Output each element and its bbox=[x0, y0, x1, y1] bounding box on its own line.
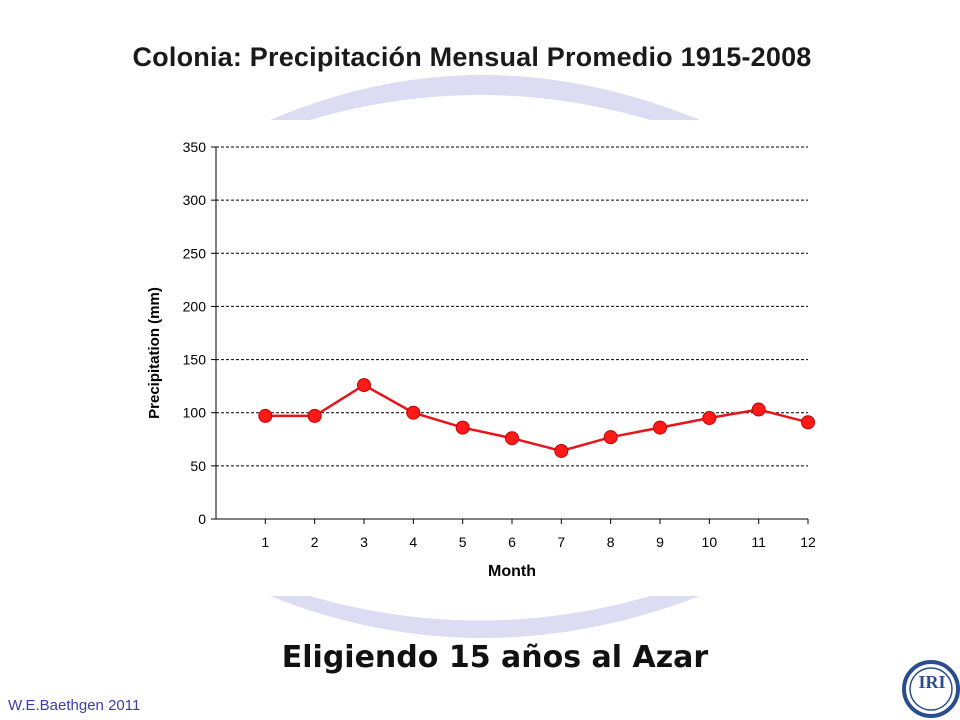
y-tick-label: 0 bbox=[198, 511, 206, 527]
data-point bbox=[751, 402, 766, 417]
slide-subtitle: Eligiendo 15 años al Azar bbox=[281, 640, 709, 675]
x-tick-label: 6 bbox=[508, 534, 516, 550]
y-tick-label: 50 bbox=[190, 458, 206, 474]
slide-title: Colonia: Precipitación Mensual Promedio … bbox=[132, 42, 812, 72]
x-tick-label: 9 bbox=[656, 534, 664, 550]
data-point bbox=[406, 405, 421, 420]
x-tick-label: 5 bbox=[459, 534, 467, 550]
x-tick-label: 2 bbox=[311, 534, 319, 550]
x-tick-label: 7 bbox=[557, 534, 565, 550]
y-tick-label: 250 bbox=[183, 245, 207, 261]
data-point bbox=[505, 431, 519, 446]
data-point bbox=[258, 408, 273, 423]
y-tick-label: 100 bbox=[183, 405, 207, 421]
y-tick-label: 300 bbox=[183, 192, 207, 208]
data-point bbox=[357, 378, 371, 393]
data-point bbox=[603, 430, 618, 445]
x-tick-label: 12 bbox=[800, 534, 816, 550]
data-point bbox=[455, 420, 470, 435]
iri-logo-icon bbox=[902, 660, 960, 718]
data-point bbox=[702, 411, 717, 426]
y-axis-label: Precipitation (mm) bbox=[146, 287, 163, 419]
author-credit: W.E.Baethgen 2011 bbox=[8, 697, 141, 714]
data-point bbox=[801, 415, 815, 430]
x-tick-label: 4 bbox=[409, 534, 417, 550]
x-tick-label: 1 bbox=[261, 534, 269, 550]
y-tick-label: 200 bbox=[183, 298, 207, 314]
x-axis-label: Month bbox=[488, 563, 536, 580]
data-point bbox=[653, 420, 667, 435]
x-tick-label: 10 bbox=[702, 534, 718, 550]
series-line bbox=[265, 383, 809, 453]
y-tick-label: 150 bbox=[183, 352, 207, 368]
chart-panel: 0 50 100 150 200 250 300 350 1 2 3 4 5 6 7 8 9 10 11 12 Mont… bbox=[130, 126, 830, 596]
x-tick-label: 11 bbox=[751, 534, 766, 550]
y-tick-label: 350 bbox=[183, 139, 207, 155]
x-tick-label: 8 bbox=[607, 534, 615, 550]
data-point bbox=[307, 408, 322, 423]
logo-text: IRI bbox=[918, 672, 946, 692]
x-tick-label: 3 bbox=[360, 534, 368, 550]
data-point bbox=[554, 443, 569, 458]
